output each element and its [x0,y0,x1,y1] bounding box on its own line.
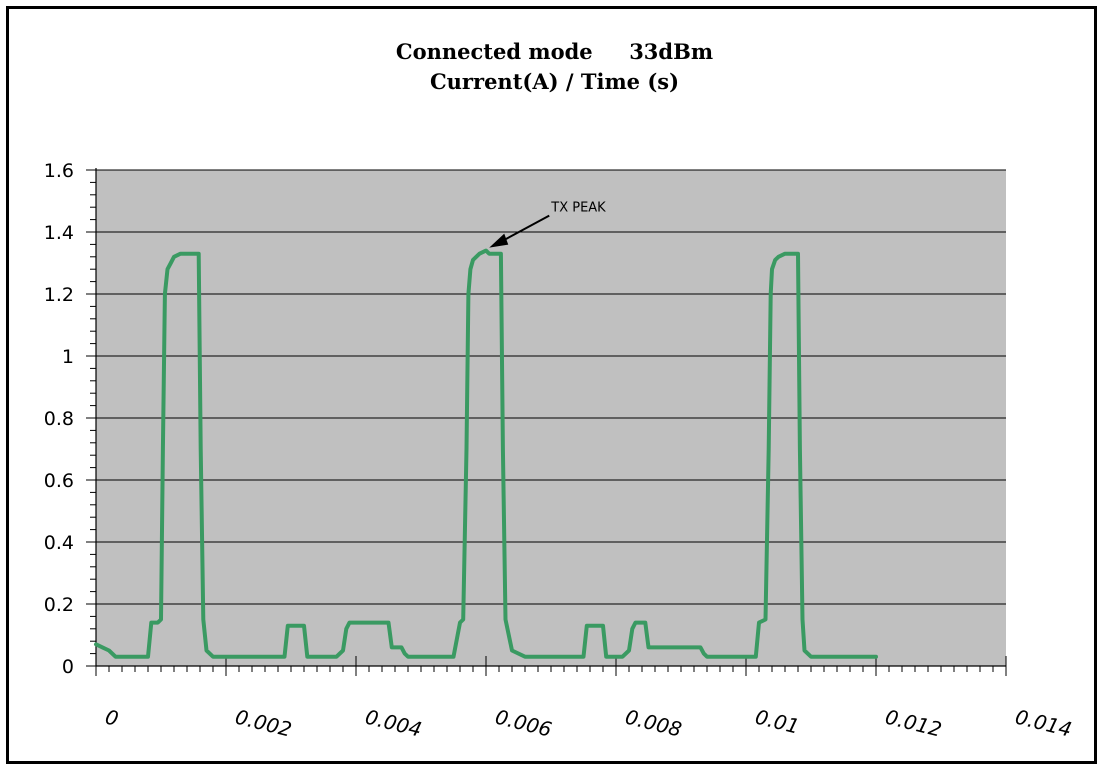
x-tick-label: 0.006 [493,705,554,742]
y-tick-label: 1 [62,346,74,368]
x-tick-label: 0.014 [1013,705,1074,742]
x-tick-label: 0.01 [753,705,802,739]
annotation-label: TX PEAK [550,201,606,216]
chart-subtitle: Current(A) / Time (s) [429,69,680,94]
y-tick-label: 0.2 [44,594,74,616]
y-tick-label: 0.4 [44,532,74,554]
y-tick-label: 1.2 [44,284,74,306]
x-tick-label: 0.012 [883,705,944,742]
annotation-arrow-line [498,214,550,244]
x-tick-label: 0.008 [623,705,684,742]
x-tick-label: 0.002 [233,705,294,742]
title-block: Connected mode 33dBm Current(A) / Time (… [9,37,1100,97]
y-tick-label: 0.6 [44,470,74,492]
y-tick-label: 0 [62,656,74,678]
annotation-arrowhead [489,233,509,248]
y-tick-label: 0.8 [44,408,74,430]
series-line [94,248,878,659]
y-tick-label: 1.4 [44,222,74,244]
x-tick-label: 0.004 [363,705,424,742]
chart-title: Connected mode 33dBm [395,39,714,64]
x-tick-label: 0 [103,705,121,731]
y-tick-label: 1.6 [44,160,74,182]
